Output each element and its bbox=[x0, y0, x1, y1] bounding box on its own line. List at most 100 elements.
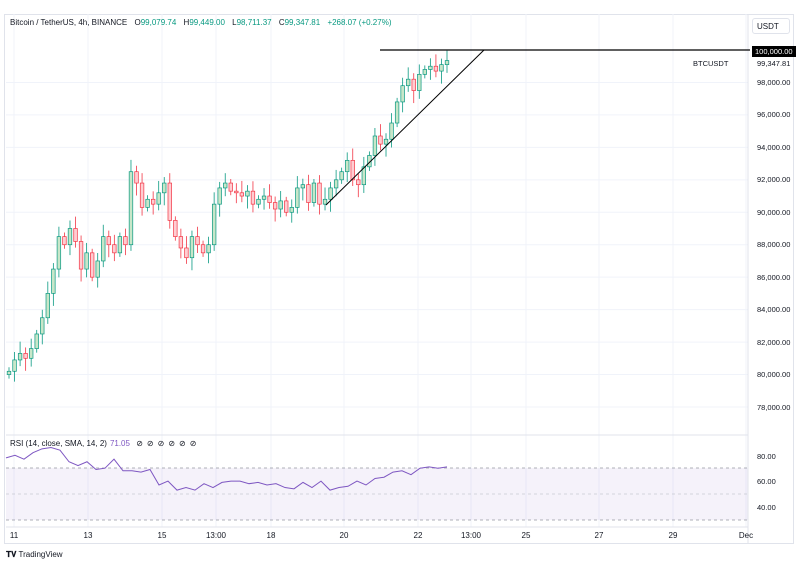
candle-down bbox=[284, 200, 289, 213]
time-axis-label: 13 bbox=[83, 531, 93, 540]
current-price-label: 99,347.81 bbox=[757, 59, 791, 68]
candle-up bbox=[156, 192, 161, 205]
candle-down bbox=[139, 182, 145, 208]
time-axis-label: 27 bbox=[594, 531, 604, 540]
candle-down bbox=[317, 182, 322, 205]
candle-down bbox=[123, 236, 128, 246]
candle-up bbox=[189, 236, 195, 259]
currency-selector[interactable]: USDT bbox=[752, 18, 790, 34]
candle-up bbox=[256, 198, 261, 205]
candle-up bbox=[95, 260, 100, 278]
candle-down bbox=[350, 159, 355, 181]
candle-up bbox=[444, 60, 450, 65]
close-value: 99,347.81 bbox=[284, 18, 321, 27]
hidden-plot-icon[interactable]: ⊘ bbox=[146, 439, 154, 448]
candle-down bbox=[90, 252, 95, 278]
candle-up bbox=[45, 293, 50, 319]
symbol-title[interactable]: Bitcoin / TetherUS, 4h, BINANCE bbox=[10, 18, 128, 27]
time-axis-label: 11 bbox=[9, 531, 19, 540]
candle-up bbox=[101, 236, 106, 262]
candle-down bbox=[73, 228, 78, 242]
candle-up bbox=[400, 85, 405, 103]
candle-up bbox=[383, 138, 389, 145]
candle-down bbox=[23, 353, 28, 359]
hidden-plot-icon[interactable]: ⊘ bbox=[179, 439, 186, 448]
candle-up bbox=[6, 370, 12, 375]
candle-down bbox=[306, 184, 311, 203]
change-value: +268.07 (+0.27%) bbox=[327, 18, 392, 27]
candle-up bbox=[17, 353, 23, 361]
candle-up bbox=[389, 122, 394, 140]
rsi-legend: RSI (14, close, SMA, 14, 2) 71.05 ⊘ ⊘ ⊘ ⊘ ⊘ ⊘ bbox=[10, 439, 196, 448]
candle-down bbox=[78, 241, 84, 270]
candle-up bbox=[394, 101, 400, 124]
price-axis-label: 88,000.00 bbox=[757, 240, 791, 250]
price-axis-label: 86,000.00 bbox=[757, 272, 791, 282]
rsi-title[interactable]: RSI (14, close, SMA, 14, 2) bbox=[10, 439, 107, 448]
candle-down bbox=[267, 195, 272, 203]
candle-down bbox=[228, 182, 233, 192]
price-axis-label: 94,000.00 bbox=[757, 142, 791, 152]
candle-down bbox=[62, 236, 67, 246]
symbol-tag: BTCUSDT bbox=[693, 59, 729, 68]
candle-down bbox=[184, 247, 189, 259]
candle-up bbox=[56, 236, 62, 270]
candle-up bbox=[311, 182, 317, 203]
candle-down bbox=[250, 190, 256, 205]
price-axis-label: 98,000.00 bbox=[757, 78, 791, 87]
time-axis-label: 20 bbox=[339, 531, 349, 540]
tradingview-logo[interactable]: 𝐓𝐕 TradingView bbox=[6, 550, 63, 559]
time-axis-label: 29 bbox=[668, 531, 678, 540]
candle-down bbox=[239, 192, 245, 197]
candle-up bbox=[333, 179, 339, 189]
candle-up bbox=[289, 207, 294, 213]
candle-up bbox=[300, 184, 305, 189]
time-axis-label: 13:00 bbox=[205, 531, 227, 540]
candle-down bbox=[272, 202, 278, 210]
candle-down bbox=[433, 65, 439, 72]
candle-up bbox=[145, 198, 150, 208]
price-axis-label: 92,000.00 bbox=[757, 175, 791, 185]
rsi-line bbox=[5, 447, 448, 491]
candle-up bbox=[295, 187, 300, 208]
candle-up bbox=[211, 203, 217, 246]
candle-down bbox=[356, 179, 361, 186]
time-axis-label: 13:00 bbox=[460, 531, 482, 540]
candle-up bbox=[422, 69, 427, 75]
candle-up bbox=[206, 244, 211, 254]
candle-up bbox=[29, 348, 34, 359]
ohlc-legend: Bitcoin / TetherUS, 4h, BINANCE O99,079.… bbox=[10, 18, 392, 27]
candle-down bbox=[195, 236, 200, 246]
candle-down bbox=[234, 190, 239, 194]
candle-up bbox=[217, 187, 222, 205]
candle-up bbox=[128, 171, 134, 246]
time-axis-label: 18 bbox=[266, 531, 276, 540]
hidden-plot-icon[interactable]: ⊘ bbox=[157, 439, 165, 448]
time-axis-label: 25 bbox=[521, 531, 531, 540]
hidden-plot-icon[interactable]: ⊘ bbox=[136, 439, 143, 448]
time-axis-label: 22 bbox=[413, 531, 423, 540]
candle-down bbox=[106, 236, 111, 246]
hidden-plot-icon[interactable]: ⊘ bbox=[189, 439, 197, 448]
candle-up bbox=[117, 236, 123, 254]
tv-logo-icon: 𝐓𝐕 bbox=[6, 550, 17, 559]
rsi-axis-label: 80.00 bbox=[757, 452, 776, 461]
candle-up bbox=[428, 65, 433, 70]
candle-up bbox=[261, 195, 267, 200]
candle-up bbox=[328, 187, 333, 200]
chart-frame bbox=[4, 14, 794, 544]
time-axis-label: 15 bbox=[157, 531, 167, 540]
candle-up bbox=[12, 359, 17, 372]
time-axis-label: Dec bbox=[738, 531, 754, 540]
rsi-axis-label: 40.00 bbox=[757, 503, 776, 512]
high-value: 99,449.00 bbox=[189, 18, 225, 27]
hidden-plot-icon[interactable]: ⊘ bbox=[168, 439, 176, 448]
candle-down bbox=[411, 78, 416, 91]
price-axis-label: 80,000.00 bbox=[757, 370, 791, 380]
candle-up bbox=[51, 268, 56, 294]
candle-down bbox=[134, 171, 139, 184]
candle-up bbox=[245, 190, 250, 197]
candle-down bbox=[178, 236, 184, 249]
